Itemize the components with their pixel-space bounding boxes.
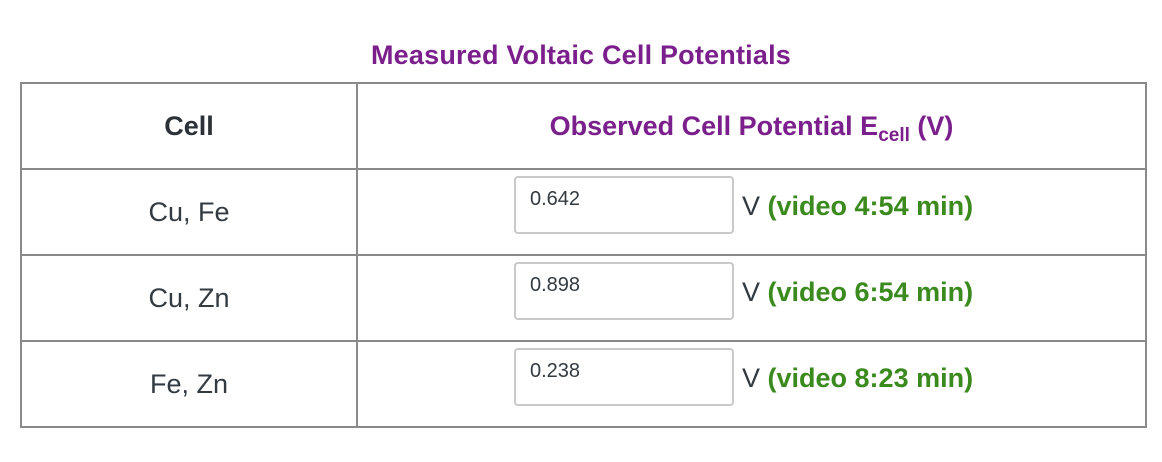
table-header-row: Cell Observed Cell Potential Ecell (V) [20, 82, 1147, 170]
video-link[interactable]: (video 8:23 min) [767, 363, 974, 393]
unit-label: V [742, 277, 761, 307]
potential-input[interactable] [514, 262, 734, 320]
potential-input[interactable] [514, 348, 734, 406]
potential-cell: V (video 8:23 min) [356, 340, 1147, 428]
unit-and-video: V (video 4:54 min) [742, 191, 973, 222]
potential-input[interactable] [514, 176, 734, 234]
unit-and-video: V (video 6:54 min) [742, 277, 973, 308]
header-potential-subscript: cell [878, 124, 910, 146]
video-link[interactable]: (video 4:54 min) [767, 191, 974, 221]
table-row: Cu, Zn V (video 6:54 min) [20, 254, 1147, 342]
potential-cell: V (video 4:54 min) [356, 168, 1147, 256]
header-potential-suffix: (V) [909, 110, 954, 141]
header-observed-potential: Observed Cell Potential Ecell (V) [356, 82, 1147, 170]
header-potential-prefix: Observed Cell Potential E [549, 110, 879, 141]
unit-and-video: V (video 8:23 min) [742, 363, 973, 394]
unit-label: V [742, 191, 761, 221]
cell-label: Cu, Fe [20, 168, 358, 256]
cell-potentials-table: Cell Observed Cell Potential Ecell (V) C… [20, 82, 1147, 428]
cell-label: Cu, Zn [20, 254, 358, 342]
header-cell: Cell [20, 82, 358, 170]
table-caption: Measured Voltaic Cell Potentials [370, 40, 792, 70]
cell-label: Fe, Zn [20, 340, 358, 428]
table-row: Fe, Zn V (video 8:23 min) [20, 340, 1147, 428]
unit-label: V [742, 363, 761, 393]
potential-cell: V (video 6:54 min) [356, 254, 1147, 342]
video-link[interactable]: (video 6:54 min) [767, 277, 974, 307]
table-row: Cu, Fe V (video 4:54 min) [20, 168, 1147, 256]
